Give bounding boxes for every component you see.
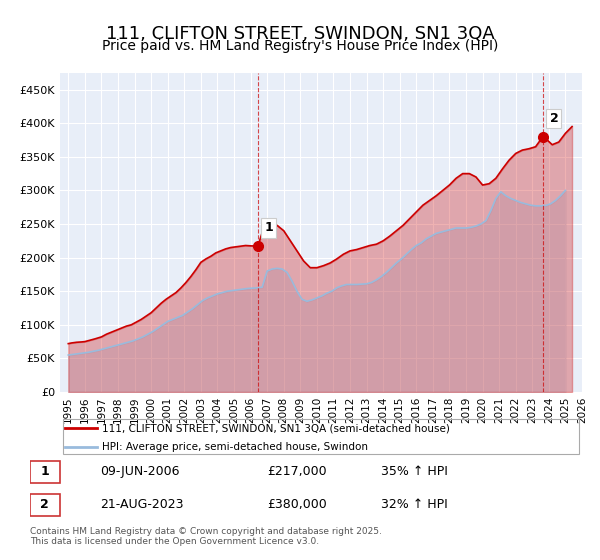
Text: 2: 2: [40, 498, 49, 511]
Text: 21-AUG-2023: 21-AUG-2023: [100, 498, 184, 511]
Text: HPI: Average price, semi-detached house, Swindon: HPI: Average price, semi-detached house,…: [102, 442, 368, 451]
Text: Contains HM Land Registry data © Crown copyright and database right 2025.
This d: Contains HM Land Registry data © Crown c…: [30, 526, 382, 546]
Text: 111, CLIFTON STREET, SWINDON, SN1 3QA: 111, CLIFTON STREET, SWINDON, SN1 3QA: [106, 25, 494, 43]
Text: 35% ↑ HPI: 35% ↑ HPI: [381, 465, 448, 478]
Text: 1: 1: [265, 221, 273, 235]
Text: 32% ↑ HPI: 32% ↑ HPI: [381, 498, 448, 511]
Text: 111, CLIFTON STREET, SWINDON, SN1 3QA (semi-detached house): 111, CLIFTON STREET, SWINDON, SN1 3QA (s…: [102, 423, 449, 433]
FancyBboxPatch shape: [30, 493, 60, 516]
Text: Price paid vs. HM Land Registry's House Price Index (HPI): Price paid vs. HM Land Registry's House …: [102, 39, 498, 53]
Text: £217,000: £217,000: [268, 465, 327, 478]
Text: 2: 2: [550, 112, 558, 125]
FancyBboxPatch shape: [30, 460, 60, 483]
Text: 09-JUN-2006: 09-JUN-2006: [100, 465, 180, 478]
Text: 1: 1: [40, 465, 49, 478]
Text: £380,000: £380,000: [268, 498, 328, 511]
